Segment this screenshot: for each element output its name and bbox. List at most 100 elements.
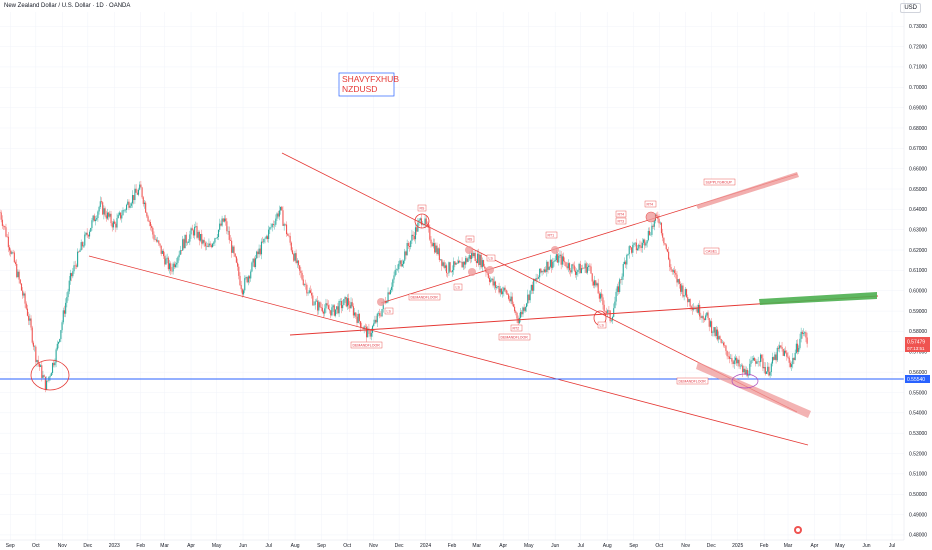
annotation-demandfloor-4[interactable]: DEMANDFLOOR (676, 377, 709, 385)
candle-body (241, 289, 243, 295)
candle-body (548, 266, 550, 270)
candle-body (9, 247, 11, 251)
candle-body (455, 263, 457, 265)
descending-trendline-lower[interactable] (88, 255, 809, 446)
circle-jan-2025-low[interactable] (731, 373, 759, 389)
annotation-supplygroup-text: SUPPLYGROUP (706, 181, 733, 185)
candle-body (633, 243, 635, 245)
candle-body (779, 345, 781, 349)
candle-body (77, 251, 79, 267)
candle-body (72, 271, 74, 277)
annotation-rs-1-text: RS (420, 207, 426, 211)
annotation-rt3[interactable]: RT3 (615, 217, 627, 225)
annotation-rs-1[interactable]: RS (417, 204, 427, 212)
candle-body (189, 234, 191, 242)
annotation-demandfloor-3[interactable]: DEMANDFLOOR (498, 333, 531, 341)
candle-body (546, 261, 548, 272)
candle-body (196, 226, 198, 238)
marker-nov-2023[interactable] (377, 298, 385, 306)
annotation-demandfloor-1[interactable]: DEMANDFLOOR (350, 341, 383, 349)
candle-body (463, 261, 466, 265)
candle-body (232, 246, 234, 253)
time-tick-label: Mar (784, 543, 793, 549)
candle-body (315, 300, 317, 302)
annotation-ls-1[interactable]: LS (384, 307, 394, 315)
candle-body (302, 279, 304, 285)
marker-mar-2024b[interactable] (465, 246, 473, 254)
candle-body (258, 248, 260, 255)
candle-body (530, 284, 532, 291)
candle-body (459, 260, 461, 263)
candle-body (703, 318, 705, 321)
time-tick-label: Mar (160, 543, 169, 549)
support-price-badge[interactable]: 0.55540 (905, 375, 930, 383)
candle-body (312, 295, 314, 306)
candle-body (16, 264, 18, 277)
circle-oct-2024-high[interactable] (645, 211, 657, 223)
supply-zone[interactable] (696, 172, 799, 209)
candle-body (207, 245, 209, 247)
annotation-rt4-a[interactable]: RT4 (615, 210, 627, 218)
annotation-demandfloor-2[interactable]: DEMANDFLOOR (408, 293, 441, 301)
candle-body (140, 184, 142, 188)
candle-body (565, 262, 567, 267)
marker-jun-2024[interactable] (551, 246, 559, 254)
watermark-box[interactable]: SHAVYFXHUB NZDUSD (338, 72, 399, 97)
candle-body (217, 229, 220, 237)
candle-body (317, 300, 319, 311)
last-price-badge[interactable]: 0.57479 07:13:51 (905, 337, 930, 352)
candle-body (719, 336, 721, 339)
candle-body (256, 251, 258, 259)
annotation-case1[interactable]: CASE1 (703, 247, 720, 255)
candle-body (340, 301, 343, 309)
annotation-ls-3[interactable]: LS (597, 321, 607, 329)
demand-channel-zone[interactable] (696, 362, 811, 418)
candle-body (564, 261, 566, 263)
green-target-zone[interactable] (759, 292, 877, 305)
annotation-supplygroup[interactable]: SUPPLYGROUP (703, 178, 736, 186)
candle-body (99, 201, 101, 207)
candle-body (441, 259, 443, 266)
price-axis-bg[interactable] (904, 0, 932, 540)
annotation-rs-2[interactable]: RS (465, 235, 475, 243)
candle-body (595, 280, 597, 286)
candle-body (669, 259, 671, 268)
candle-body (777, 347, 780, 349)
candle-body (520, 311, 522, 318)
annotation-rt2[interactable]: RT2 (510, 324, 523, 332)
time-tick-label: Sep (317, 543, 326, 549)
annotation-ls-2[interactable]: LS (453, 283, 463, 291)
circle-dec-2023-high[interactable] (414, 213, 430, 229)
marker-mar-2024[interactable] (486, 266, 494, 274)
candle-body (623, 261, 625, 265)
candle-body (614, 301, 616, 309)
candle-body (754, 358, 756, 361)
annotation-ls-4[interactable]: LS (486, 254, 496, 262)
candle-body (379, 313, 381, 316)
candle-body (210, 245, 212, 248)
circle-oct-2022-low[interactable] (30, 359, 70, 391)
candle-body (350, 302, 352, 309)
time-tick-label: Aug (603, 543, 612, 549)
candle-body (738, 359, 740, 367)
candle-body (165, 258, 167, 265)
last-price-value: 0.57479 (907, 340, 925, 346)
candle-body (521, 311, 523, 315)
candle-body (613, 308, 615, 317)
candle-body (498, 286, 500, 293)
candle-body (537, 277, 540, 279)
candle-body (286, 224, 288, 235)
annotation-rt4-b-text: RT4 (647, 203, 654, 207)
candle-body (208, 243, 210, 247)
annotation-rt4-b[interactable]: RT4 (644, 200, 657, 208)
currency-button[interactable]: USD (900, 3, 921, 13)
event-marker[interactable] (794, 526, 802, 534)
marker-feb-2024[interactable] (468, 268, 476, 276)
candle-body (122, 210, 124, 216)
candle-body (245, 277, 247, 279)
candle-body (389, 289, 391, 295)
candle-body (484, 266, 486, 269)
candle-body (676, 274, 678, 283)
annotation-rt1[interactable]: RT1 (545, 231, 558, 239)
